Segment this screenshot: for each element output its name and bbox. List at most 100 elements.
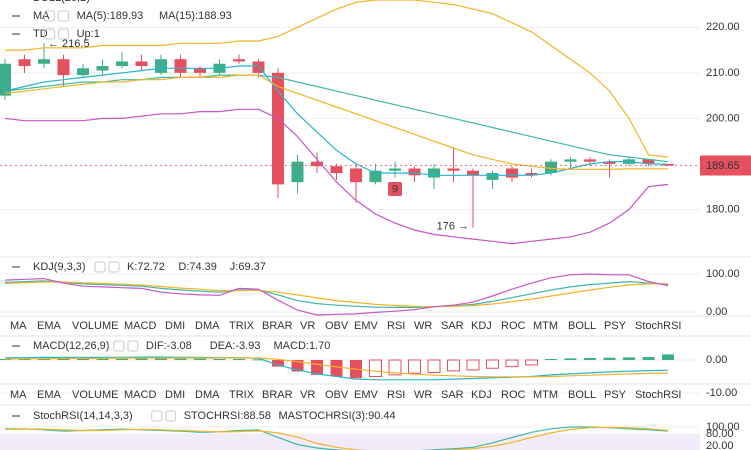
- indicator-value: MA(5):189.93: [77, 10, 144, 22]
- macd-bar: [505, 359, 519, 368]
- candle-body: [311, 161, 323, 167]
- indicator-tab[interactable]: SAR: [441, 389, 464, 401]
- indicator-tab[interactable]: DMA: [195, 320, 220, 332]
- indicator-tab[interactable]: WR: [414, 389, 432, 401]
- macd-bar: [155, 358, 167, 360]
- indicator-tab[interactable]: PSY: [604, 389, 627, 401]
- icon-button: [165, 410, 177, 422]
- indicator-tab[interactable]: RSI: [387, 320, 405, 332]
- indicator-tab[interactable]: MACD: [124, 320, 156, 332]
- indicator-tab[interactable]: PSY: [604, 320, 627, 332]
- macd-bar: [272, 360, 284, 367]
- band: [0, 434, 700, 450]
- candle-body: [642, 159, 655, 164]
- macd-bar: [252, 359, 265, 361]
- indicator-tab[interactable]: VR: [300, 389, 315, 401]
- indicator-name: MACD(12,26,9): [33, 340, 109, 352]
- indicator-tab[interactable]: DMA: [195, 389, 220, 401]
- header-marker: [12, 345, 20, 347]
- indicator-tab[interactable]: TRIX: [229, 320, 255, 332]
- indicator-tab[interactable]: DMI: [165, 320, 185, 332]
- indicator-value: MASTOCHRSI(3):90.44: [279, 410, 396, 422]
- indicator-tab[interactable]: VR: [300, 320, 315, 332]
- indicator-tab[interactable]: MA: [10, 389, 27, 401]
- header-marker: [12, 33, 20, 35]
- candle-body: [584, 159, 596, 162]
- indicator-tab[interactable]: OBV: [325, 389, 349, 401]
- macd-bar: [623, 357, 635, 360]
- y-tick-label: 0.00: [706, 306, 727, 318]
- indicator-tab[interactable]: BRAR: [262, 389, 293, 401]
- candle-body: [603, 161, 616, 164]
- candle-body: [447, 168, 460, 171]
- indicator-tab[interactable]: MTM: [533, 389, 558, 401]
- macd-bar: [135, 358, 148, 360]
- macd-bar: [96, 358, 109, 360]
- candle-body: [564, 159, 577, 162]
- indicator-tab[interactable]: StochRSI: [635, 389, 681, 401]
- candle-body: [525, 173, 538, 176]
- indicator-tab[interactable]: BRAR: [262, 320, 293, 332]
- indicator-tab[interactable]: SAR: [441, 320, 464, 332]
- macd-bar: [584, 358, 596, 360]
- indicator-tab[interactable]: VOLUME: [72, 389, 118, 401]
- indicator-tab[interactable]: ROC: [501, 389, 526, 401]
- indicator-tab[interactable]: WR: [414, 320, 432, 332]
- macd-bar: [194, 358, 206, 360]
- indicator-tab[interactable]: EMA: [37, 389, 62, 401]
- macd-bar: [564, 358, 577, 360]
- icon-button: [44, 10, 56, 22]
- macd-bar: [642, 357, 655, 360]
- indicator-tab[interactable]: KDJ: [471, 320, 492, 332]
- indicator-tab[interactable]: VOLUME: [72, 320, 118, 332]
- icon-button: [94, 261, 106, 273]
- candle-body: [350, 168, 362, 183]
- macd-bar: [662, 354, 674, 360]
- candle-body: [0, 63, 11, 96]
- indicator-tab[interactable]: MACD: [124, 389, 156, 401]
- indicator-tab[interactable]: MA: [10, 320, 27, 332]
- indicator-value: DEA:-3.93: [210, 340, 261, 352]
- indicator-value: Up:1: [77, 28, 100, 40]
- panel: [0, 273, 700, 316]
- indicator-value: STOCHRSI:88.58: [184, 410, 271, 422]
- indicator-tab[interactable]: OBV: [325, 320, 349, 332]
- candle-body: [135, 61, 148, 67]
- indicator-tab[interactable]: RSI: [387, 389, 405, 401]
- low-label: 176 →: [437, 221, 469, 233]
- candle-body: [116, 61, 128, 67]
- candle-body: [369, 170, 382, 183]
- indicator-tab[interactable]: ROC: [501, 320, 526, 332]
- indicator-tab[interactable]: EMA: [37, 320, 62, 332]
- header-marker: [12, 15, 20, 17]
- icon-button: [58, 10, 70, 22]
- macd-bar: [466, 359, 480, 371]
- candle-body: [408, 168, 421, 176]
- indicator-tab[interactable]: DMI: [165, 389, 185, 401]
- indicator-value: J:69.37: [230, 261, 266, 273]
- indicator-value: MA(15):188.93: [159, 10, 232, 22]
- indicator-tab[interactable]: BOLL: [568, 320, 596, 332]
- indicator-value: DIF:-3.08: [146, 340, 192, 352]
- indicator-line: [4, 74, 669, 163]
- indicator-tab[interactable]: EMV: [354, 320, 379, 332]
- candle-body: [252, 61, 265, 73]
- panel: [0, 354, 700, 394]
- icon-button: [108, 261, 120, 273]
- panel: [0, 0, 700, 245]
- indicator-tab[interactable]: TRIX: [229, 389, 255, 401]
- candle-body: [57, 59, 70, 76]
- indicator-value: K:72.72: [127, 261, 165, 273]
- indicator-tab[interactable]: EMV: [354, 389, 379, 401]
- indicator-value: MACD:1.70: [274, 340, 331, 352]
- icon-button: [151, 410, 163, 422]
- candle-body: [428, 168, 440, 178]
- indicator-tab[interactable]: MTM: [533, 320, 558, 332]
- indicator-tab[interactable]: StochRSI: [635, 320, 681, 332]
- indicator-tab[interactable]: KDJ: [471, 389, 492, 401]
- indicator-tab[interactable]: BOLL: [568, 389, 596, 401]
- indicator-value: D:74.39: [178, 261, 217, 273]
- y-tick-label: 80.00: [706, 428, 734, 440]
- y-tick-label: -10.00: [706, 387, 737, 399]
- indicator-name: TD: [33, 28, 48, 40]
